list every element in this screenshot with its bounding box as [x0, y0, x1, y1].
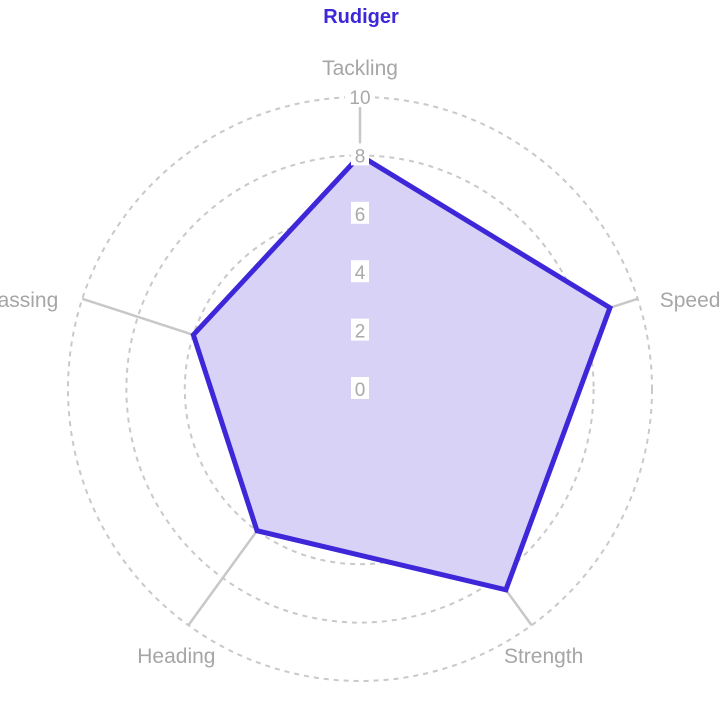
series-polygon [193, 155, 610, 589]
tick-label-0: 0 [355, 380, 366, 401]
tick-label-2: 2 [355, 322, 366, 343]
tick-label-10: 10 [349, 88, 370, 109]
axis-label-passing: Passing [0, 289, 58, 312]
tick-label-4: 4 [355, 263, 366, 284]
tick-label-6: 6 [355, 205, 366, 226]
tick-label-8: 8 [355, 146, 366, 167]
series-layer [193, 155, 610, 589]
axis-label-speed: Speed [660, 289, 721, 312]
axis-label-tackling: Tackling [322, 57, 398, 80]
axis-label-heading: Heading [137, 645, 215, 668]
axis-label-strength: Strength [504, 645, 583, 668]
